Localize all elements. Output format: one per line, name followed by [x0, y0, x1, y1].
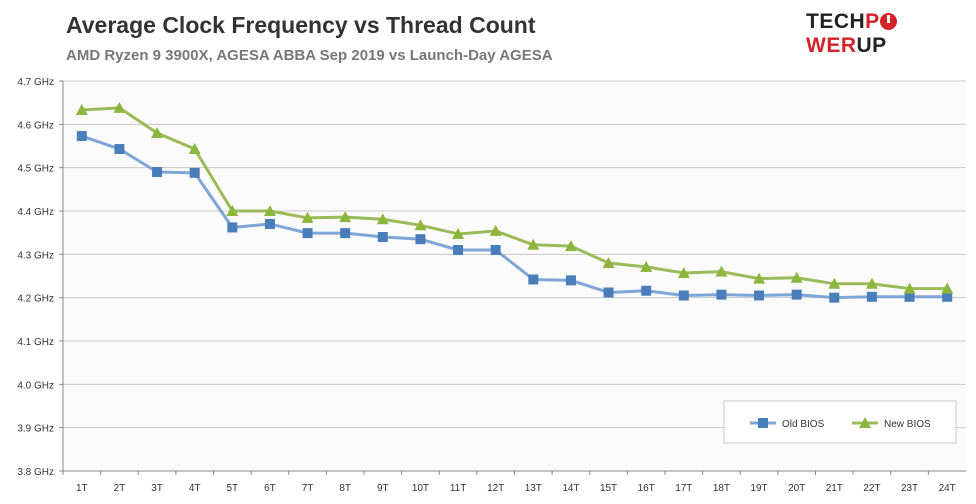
legend-label: New BIOS — [884, 419, 931, 430]
data-point-new-bios — [941, 282, 954, 294]
data-point-new-bios — [263, 205, 276, 216]
data-point-old-bios — [453, 245, 464, 255]
chart-subtitle: AMD Ryzen 9 3900X, AGESA ABBA Sep 2019 v… — [66, 47, 553, 64]
data-point-new-bios — [602, 257, 615, 268]
data-point-old-bios — [528, 274, 539, 285]
x-tick-label: 3T — [151, 483, 163, 494]
data-point-new-bios — [753, 272, 766, 284]
data-point-old-bios — [490, 245, 501, 255]
data-point-old-bios — [603, 287, 614, 298]
y-tick-label: 4.6 GHz — [17, 120, 54, 131]
x-tick-label: 17T — [675, 483, 692, 494]
data-point-old-bios — [829, 292, 840, 303]
data-point-old-bios — [942, 291, 953, 302]
x-tick-label: 10T — [412, 483, 429, 494]
logo-text: WER — [806, 34, 857, 57]
x-tick-label: 16T — [638, 483, 655, 494]
data-point-new-bios — [527, 238, 540, 250]
data-point-old-bios — [565, 275, 576, 286]
data-point-old-bios — [866, 291, 877, 302]
data-point-old-bios — [189, 167, 200, 178]
x-tick-label: 4T — [189, 483, 201, 494]
data-point-new-bios — [828, 277, 841, 289]
data-point-new-bios — [188, 143, 201, 155]
y-tick-label: 4.4 GHz — [17, 207, 54, 218]
data-point-new-bios — [414, 219, 427, 231]
data-point-new-bios — [677, 266, 690, 278]
data-point-new-bios — [113, 101, 126, 113]
data-point-new-bios — [489, 224, 502, 236]
y-tick-label: 4.1 GHz — [17, 337, 54, 348]
series-line-new-bios — [81, 106, 948, 291]
x-tick-label: 6T — [264, 483, 276, 494]
x-tick-label: 22T — [863, 483, 880, 494]
legend-marker — [859, 417, 871, 428]
x-tick-label: 5T — [226, 483, 238, 494]
data-point-old-bios — [415, 234, 426, 245]
x-tick-label: 11T — [450, 483, 467, 494]
data-point-old-bios — [264, 219, 275, 229]
x-tick-label: 8T — [339, 483, 351, 494]
data-point-new-bios — [75, 104, 88, 116]
data-point-old-bios — [641, 285, 652, 296]
data-point-new-bios — [790, 271, 803, 283]
data-point-new-bios — [301, 211, 314, 223]
data-point-old-bios — [152, 167, 163, 177]
x-tick-label: 15T — [600, 483, 617, 494]
series-line-old-bios — [81, 134, 948, 300]
chart-title: Average Clock Frequency vs Thread Count — [66, 12, 536, 38]
x-tick-label: 19T — [750, 483, 767, 494]
x-tick-label: 7T — [302, 483, 314, 494]
x-tick-label: 13T — [525, 483, 542, 494]
data-point-new-bios — [715, 265, 728, 277]
logo-text: TECH — [806, 10, 866, 33]
x-tick-label: 20T — [788, 483, 805, 494]
x-tick-label: 12T — [487, 483, 504, 494]
y-tick-label: 3.8 GHz — [17, 467, 54, 478]
y-tick-label: 3.9 GHz — [17, 424, 54, 435]
legend-label: Old BIOS — [782, 419, 825, 430]
y-tick-label: 4.2 GHz — [17, 294, 54, 305]
data-point-old-bios — [754, 290, 765, 301]
x-tick-label: 23T — [901, 483, 918, 494]
data-point-new-bios — [452, 227, 465, 239]
y-tick-label: 4.3 GHz — [17, 250, 54, 261]
data-point-new-bios — [226, 205, 239, 216]
x-tick-label: 18T — [713, 483, 730, 494]
data-point-old-bios — [302, 228, 313, 239]
x-tick-label: 2T — [114, 483, 126, 494]
data-point-new-bios — [376, 213, 389, 225]
data-point-new-bios — [151, 127, 164, 138]
data-point-old-bios — [678, 290, 689, 301]
data-point-new-bios — [339, 211, 352, 223]
techpowerup-logo: TECHP WERUP — [806, 10, 976, 58]
legend-marker — [758, 418, 768, 428]
y-tick-label: 4.0 GHz — [17, 380, 54, 391]
data-point-old-bios — [76, 131, 87, 142]
logo-text: P — [865, 10, 880, 33]
data-point-new-bios — [903, 282, 916, 294]
power-icon — [879, 13, 897, 30]
data-point-old-bios — [904, 291, 915, 302]
logo-text: UP — [856, 34, 887, 57]
data-point-old-bios — [227, 222, 238, 233]
data-point-new-bios — [564, 240, 577, 252]
data-point-new-bios — [865, 277, 878, 289]
data-point-old-bios — [340, 228, 351, 239]
data-point-new-bios — [640, 260, 653, 272]
x-tick-label: 21T — [826, 483, 843, 494]
data-point-old-bios — [716, 289, 727, 300]
data-point-old-bios — [114, 144, 125, 155]
x-tick-label: 1T — [76, 483, 88, 494]
data-point-old-bios — [377, 232, 388, 242]
x-tick-label: 9T — [377, 483, 389, 494]
data-point-old-bios — [791, 289, 802, 300]
y-tick-label: 4.7 GHz — [17, 77, 54, 88]
y-tick-label: 4.5 GHz — [17, 164, 54, 175]
x-tick-label: 14T — [562, 483, 579, 494]
x-tick-label: 24T — [939, 483, 956, 494]
